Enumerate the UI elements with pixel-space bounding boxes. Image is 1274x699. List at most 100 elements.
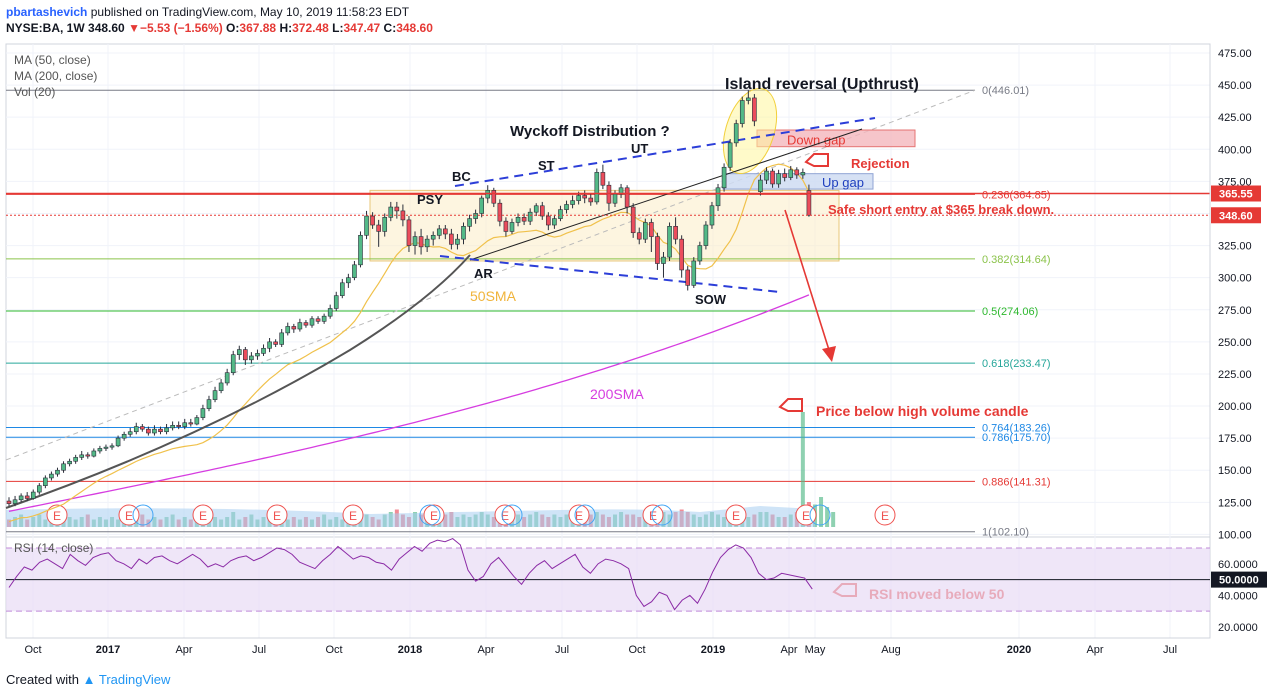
candle-body: [352, 264, 357, 278]
psy-label: PSY: [417, 192, 443, 207]
candle-body: [327, 308, 333, 317]
dividend-marker: [574, 504, 596, 526]
candle-body: [297, 322, 303, 330]
price-tick-label: 475.00: [1218, 48, 1252, 60]
parabolic-trend-curve: [5, 254, 471, 509]
time-tick-label: Aug: [881, 644, 901, 656]
candle-body: [236, 349, 242, 355]
candle-body: [479, 197, 484, 214]
candle-body: [303, 322, 309, 326]
channel-top-line: [454, 117, 876, 187]
price-tick-label: 400.00: [1218, 144, 1252, 156]
candle-body: [461, 226, 466, 240]
volume-bar: [819, 497, 824, 527]
price-tick-label: 450.00: [1218, 80, 1252, 92]
time-tick-label: Jul: [1163, 644, 1177, 656]
candle-body: [685, 269, 691, 286]
candle-body: [733, 123, 739, 144]
candle-body: [394, 206, 400, 212]
price-tag-label: 365.55: [1219, 189, 1253, 201]
long-trend-line: [5, 89, 976, 461]
candle-body: [43, 477, 48, 486]
earnings-marker-label: E: [430, 509, 438, 523]
candle-body: [721, 166, 727, 189]
candle-body: [546, 215, 551, 226]
candle-body: [182, 422, 188, 427]
candle-body: [782, 173, 787, 178]
close-label: C:: [383, 21, 397, 35]
earnings-marker-label: E: [649, 509, 657, 523]
earnings-marker-label: E: [802, 509, 810, 523]
fib-level-label: 0.618(233.47): [982, 358, 1051, 370]
price-tick-label: 275.00: [1218, 305, 1252, 317]
price-below-volume-label: Price below high volume candle: [816, 403, 1029, 419]
time-tick-label: Apr: [780, 644, 797, 656]
rsi-tick-label: 20.0000: [1218, 622, 1258, 634]
fib-level-label: 0.236(364.85): [982, 189, 1051, 201]
rejection-label: Rejection: [851, 156, 910, 171]
dividend-marker: [501, 504, 523, 526]
candle-body: [661, 256, 666, 264]
candle-body: [509, 222, 515, 232]
bc-label: BC: [452, 169, 471, 184]
candle-body: [642, 222, 648, 240]
candle-body: [285, 326, 291, 334]
candle-body: [267, 341, 272, 349]
candle-body: [194, 417, 200, 425]
island-reversal-label: Island reversal (Upthrust): [725, 76, 919, 93]
candle-body: [152, 428, 157, 434]
candle-body: [588, 197, 594, 203]
candle-body: [146, 428, 151, 434]
price-tick-label: 250.00: [1218, 337, 1252, 349]
candle-body: [97, 448, 103, 452]
candle-body: [539, 205, 545, 217]
candle-body: [261, 347, 266, 354]
rsi-tag-bg: [1211, 571, 1267, 588]
close-value: 348.60: [396, 21, 433, 35]
candle-body: [533, 205, 539, 213]
candle-body: [473, 213, 478, 219]
earnings-marker: [725, 504, 747, 526]
earnings-marker-label: E: [125, 509, 133, 523]
candle-body: [49, 473, 54, 479]
earnings-marker-label: E: [501, 509, 509, 523]
price-tick-label: 125.00: [1218, 497, 1252, 509]
candle-body: [424, 238, 430, 248]
candle-body: [521, 217, 527, 222]
footer: Created with ▲ TradingView: [6, 672, 170, 687]
tradingview-logo[interactable]: ▲ TradingView: [82, 672, 171, 687]
fib-level-label: 0.5(274.06): [982, 306, 1038, 318]
candle-body: [806, 190, 812, 216]
candle-body: [770, 170, 775, 185]
candle-body: [140, 426, 145, 430]
candle-body: [206, 399, 212, 409]
earnings-marker: [266, 504, 288, 526]
earnings-marker: [642, 504, 664, 526]
time-tick-label: Apr: [477, 644, 494, 656]
support-trend-line: [469, 128, 863, 261]
rsi-line: [8, 538, 813, 611]
price-change: ▼: [128, 21, 140, 35]
price-tick-label: 375.00: [1218, 176, 1252, 188]
open-label: O:: [226, 21, 240, 35]
price-tick-label: 325.00: [1218, 241, 1252, 253]
candle-body: [200, 408, 206, 418]
price-tick-label: 225.00: [1218, 369, 1252, 381]
candle-body: [388, 206, 394, 218]
candle-body: [558, 209, 563, 219]
earnings-marker: [874, 504, 896, 526]
candle-body: [667, 226, 672, 258]
candle-body: [24, 495, 30, 499]
price-tick-label: 150.00: [1218, 465, 1252, 477]
candle-body: [61, 463, 66, 471]
earnings-marker-label: E: [53, 509, 61, 523]
wyckoff-range-box: [369, 189, 840, 262]
author-link[interactable]: pbartashevich: [6, 5, 88, 19]
time-tick-label: Jul: [252, 644, 266, 656]
st-label: ST: [538, 158, 555, 173]
candle-body: [333, 295, 339, 309]
candle-body: [6, 500, 12, 504]
ma200-line: [8, 294, 810, 512]
candle-body: [103, 446, 109, 449]
